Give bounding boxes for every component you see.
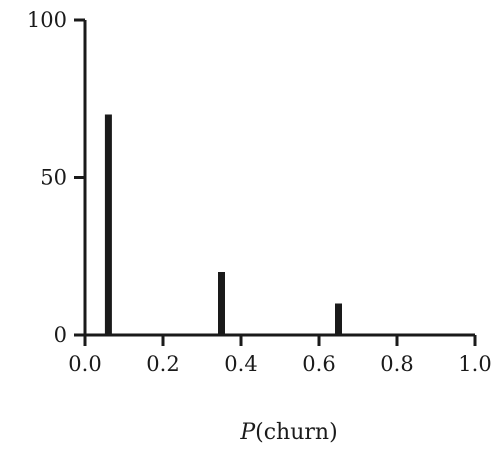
y-tick-label-1: 50 <box>40 166 67 190</box>
x-tick-label-5: 1.0 <box>458 352 491 376</box>
bar-2 <box>335 303 342 335</box>
x-tick-label-4: 0.8 <box>380 352 413 376</box>
bar-1 <box>218 272 225 335</box>
x-axis-title-variable: P <box>239 420 256 445</box>
x-tick-label-3: 0.6 <box>302 352 335 376</box>
x-tick-label-0: 0.0 <box>68 352 101 376</box>
bar-0 <box>104 114 112 335</box>
y-ticks-group: 0 50 100 <box>27 8 85 347</box>
x-axis-title: P(churn) <box>239 420 337 445</box>
axes-group <box>83 20 475 337</box>
x-ticks-group: 0.0 0.2 0.4 0.6 0.8 1.0 <box>68 335 492 376</box>
x-tick-label-2: 0.4 <box>224 352 257 376</box>
x-tick-label-1: 0.2 <box>146 352 179 376</box>
x-axis-title-rest: (churn) <box>255 420 338 445</box>
bars-group <box>104 114 342 335</box>
y-tick-label-0: 0 <box>54 323 67 347</box>
y-tick-label-2: 100 <box>27 8 67 32</box>
